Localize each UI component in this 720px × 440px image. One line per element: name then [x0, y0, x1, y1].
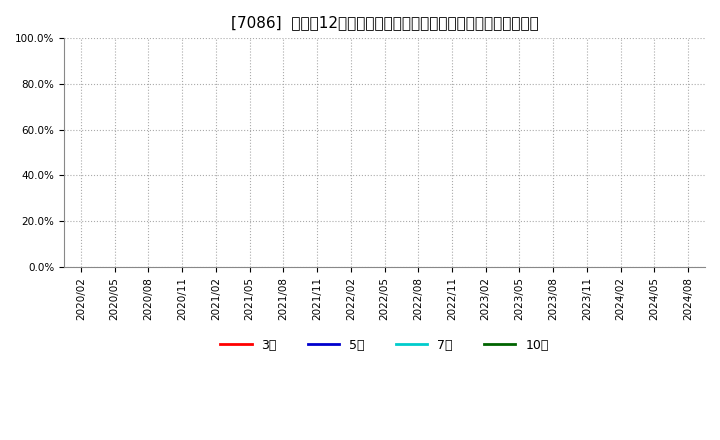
- Legend: 3年, 5年, 7年, 10年: 3年, 5年, 7年, 10年: [215, 334, 554, 357]
- Title: [7086]  売上高12か月移動合計の対前年同期増減率の平均値の推移: [7086] 売上高12か月移動合計の対前年同期増減率の平均値の推移: [230, 15, 539, 30]
